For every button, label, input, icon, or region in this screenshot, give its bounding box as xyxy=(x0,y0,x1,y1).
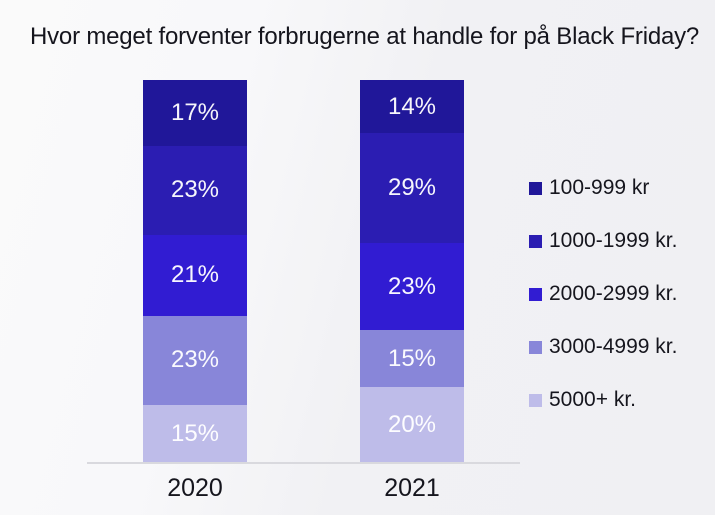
segment-value-label: 23% xyxy=(170,176,220,204)
x-axis-line xyxy=(87,462,520,464)
segment-2021-100-999-kr: 14% xyxy=(360,80,464,134)
legend-label: 5000+ kr. xyxy=(549,388,636,411)
bar-2020: 17% 23% 21% 23% 15% xyxy=(143,80,247,463)
x-label-2020: 2020 xyxy=(167,474,223,502)
legend-item-100-999-kr: 100-999 kr xyxy=(529,175,677,201)
segment-value-label: 21% xyxy=(170,261,220,289)
legend-item-3000-4999-kr-: 3000-4999 kr. xyxy=(529,334,677,360)
segment-2020-2000-2999-kr-: 21% xyxy=(143,234,247,316)
segment-value-label: 14% xyxy=(387,92,437,120)
segment-2021-1000-1999-kr-: 29% xyxy=(360,133,464,244)
chart-title: Hvor meget forventer forbrugerne at hand… xyxy=(30,23,700,50)
legend: 100-999 kr 1000-1999 kr. 2000-2999 kr. 3000… xyxy=(529,175,677,413)
segment-value-label: 15% xyxy=(387,344,437,372)
segment-2021-5000+-kr-: 20% xyxy=(360,387,464,463)
legend-item-1000-1999-kr-: 1000-1999 kr. xyxy=(529,228,677,254)
segment-value-label: 20% xyxy=(387,411,437,439)
legend-item-5000+-kr-: 5000+ kr. xyxy=(529,387,677,413)
legend-item-2000-2999-kr-: 2000-2999 kr. xyxy=(529,281,677,307)
legend-swatch-icon xyxy=(529,234,542,248)
segment-2021-3000-4999-kr-: 15% xyxy=(360,330,464,388)
x-label-2021: 2021 xyxy=(384,474,440,502)
segment-value-label: 23% xyxy=(170,346,220,374)
legend-swatch-icon xyxy=(529,340,542,354)
legend-label: 100-999 kr xyxy=(549,176,650,199)
legend-swatch-icon xyxy=(529,181,542,195)
legend-label: 2000-2999 kr. xyxy=(549,282,678,305)
bar-2021: 14% 29% 23% 15% 20% xyxy=(360,80,464,463)
segment-value-label: 17% xyxy=(170,98,220,126)
segment-value-label: 29% xyxy=(387,174,437,202)
segment-2020-3000-4999-kr-: 23% xyxy=(143,315,247,405)
legend-label: 3000-4999 kr. xyxy=(549,335,678,358)
segment-2021-2000-2999-kr-: 23% xyxy=(360,243,464,331)
segment-2020-1000-1999-kr-: 23% xyxy=(143,145,247,235)
legend-swatch-icon xyxy=(529,393,542,407)
segment-2020-100-999-kr: 17% xyxy=(143,80,247,146)
legend-label: 1000-1999 kr. xyxy=(549,229,678,252)
segment-value-label: 15% xyxy=(170,419,220,447)
x-axis-labels: 2020 2021 xyxy=(143,474,464,503)
segment-value-label: 23% xyxy=(387,272,437,300)
segment-2020-5000+-kr-: 15% xyxy=(143,404,247,463)
bars: 17% 23% 21% 23% 15% 14% 29% 23% 15% 20% xyxy=(143,80,464,463)
legend-swatch-icon xyxy=(529,287,542,301)
